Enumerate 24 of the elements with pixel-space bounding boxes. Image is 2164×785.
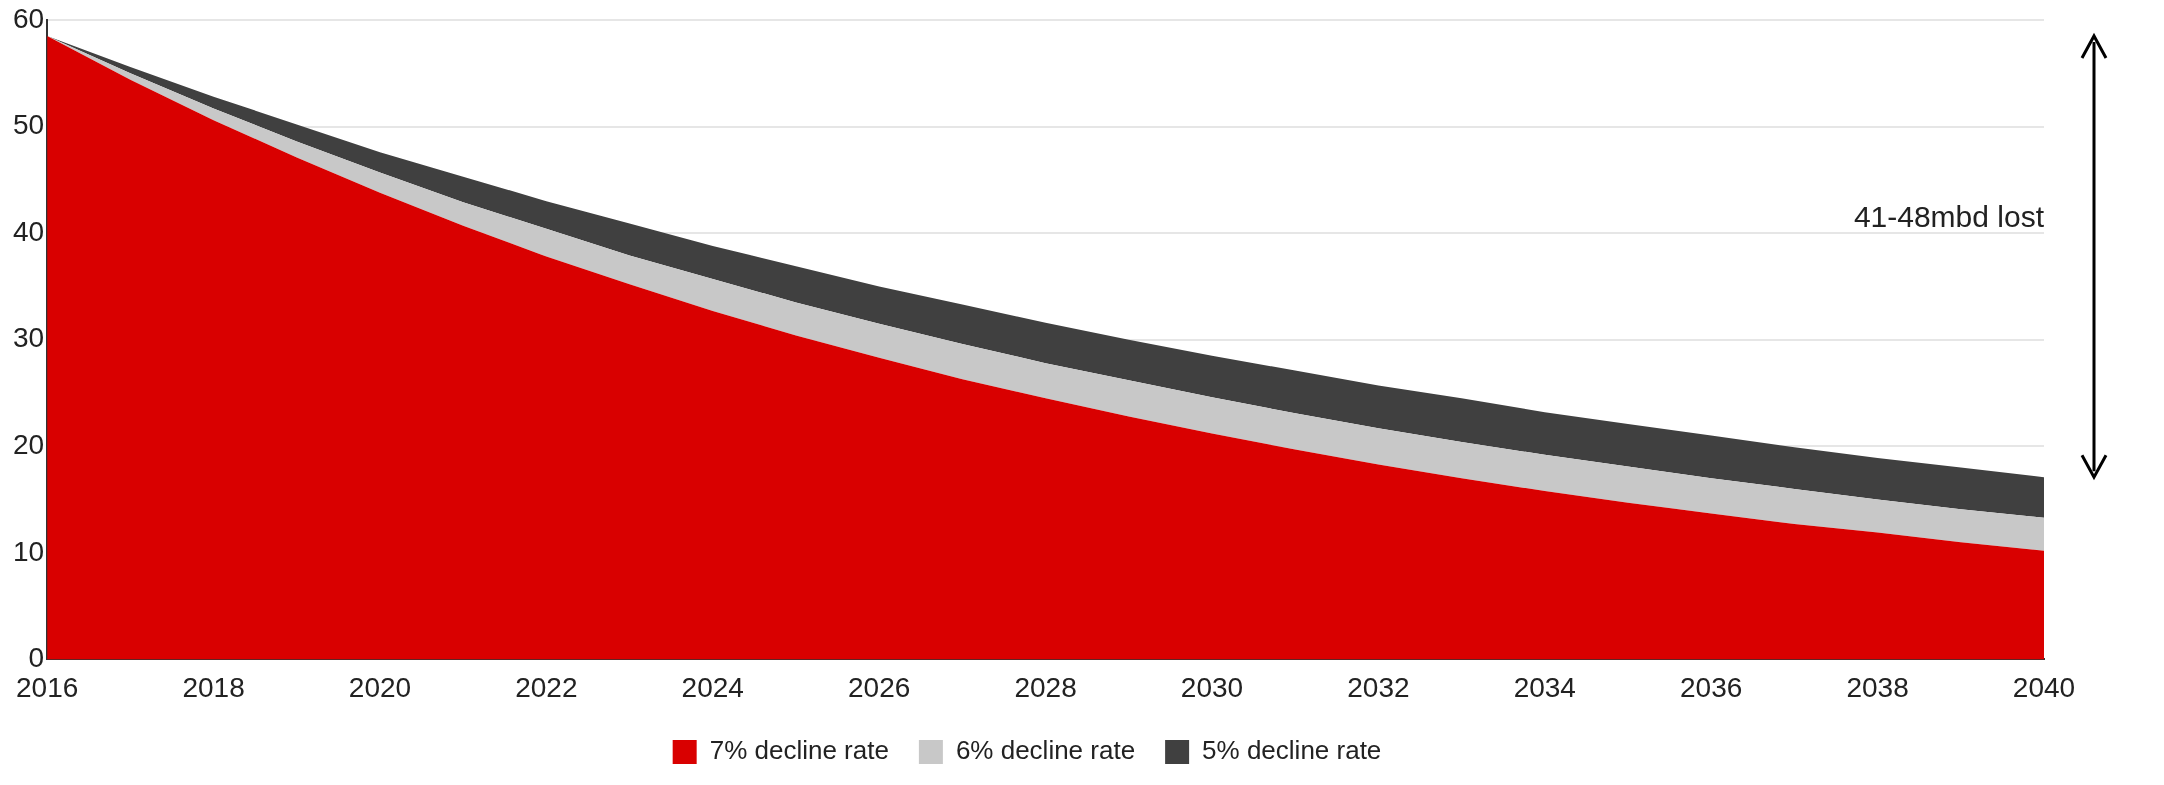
x-tick-label: 2028	[1014, 671, 1077, 703]
legend-label: 5% decline rate	[1202, 735, 1382, 766]
y-tick-label: 0	[28, 642, 45, 674]
x-tick-label: 2032	[1347, 671, 1410, 703]
legend-label: 7% decline rate	[709, 735, 889, 766]
x-tick-label: 2030	[1180, 671, 1244, 703]
y-tick-label: 40	[12, 215, 45, 247]
x-tick-label: 2018	[182, 671, 245, 703]
x-tick-label: 2024	[681, 671, 744, 703]
x-tick-label: 2036	[1680, 671, 1743, 703]
annotation: 41-48mbd lost	[1853, 200, 2044, 234]
y-tick-label: 50	[12, 109, 45, 141]
y-tick-label: 60	[12, 2, 45, 34]
x-tick-label: 2020	[348, 671, 412, 703]
x-tick-label: 2038	[1846, 671, 1909, 703]
y-tick-label: 10	[12, 535, 45, 567]
x-tick-label: 2034	[1513, 671, 1576, 703]
y-tick-label: 20	[12, 428, 45, 460]
x-tick-label: 2016	[16, 671, 79, 703]
legend-label: 6% decline rate	[955, 735, 1136, 766]
x-tick-label: 2022	[515, 671, 578, 703]
x-tick-label: 2026	[848, 671, 911, 703]
y-tick-label: 30	[12, 322, 45, 354]
x-tick-label: 2040	[2012, 671, 2076, 703]
